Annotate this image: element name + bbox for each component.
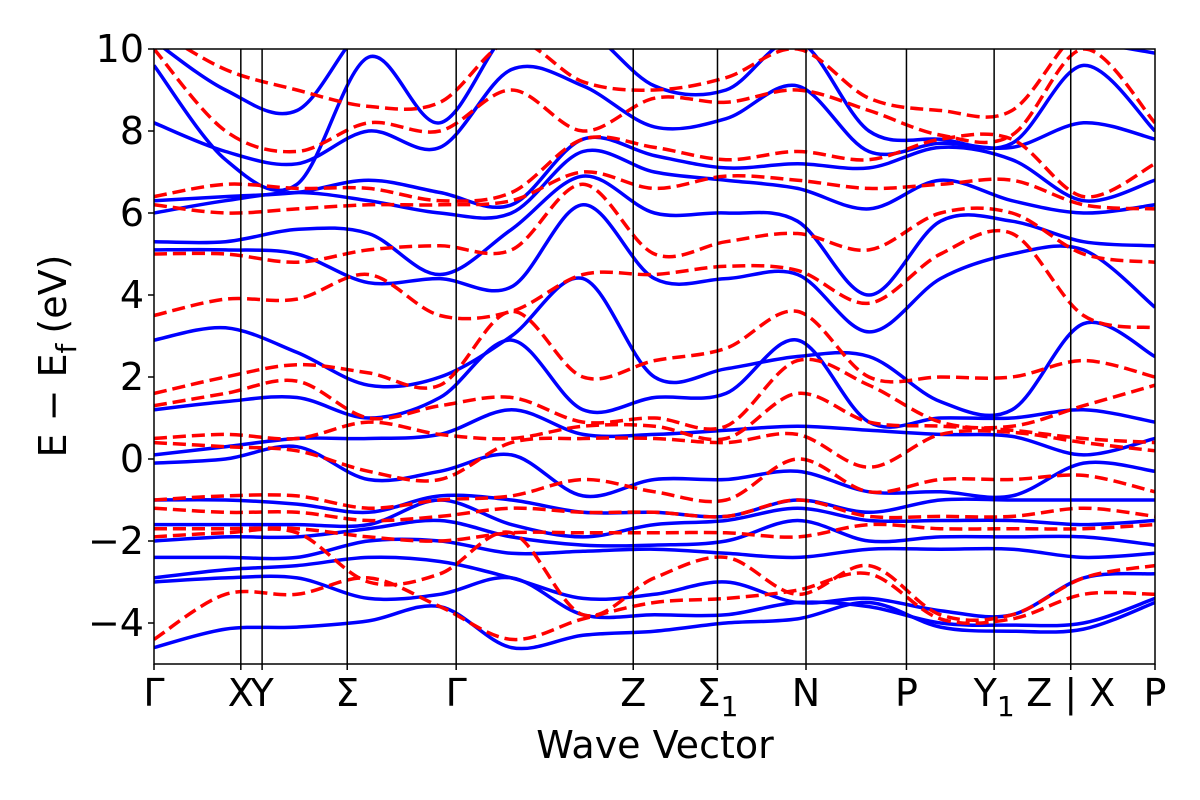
y-tick-label: −2 (88, 519, 144, 563)
solid-band-0 (154, 600, 1155, 651)
solid-band-4 (154, 518, 1155, 548)
dashed-band-2 (154, 522, 1155, 543)
dashed-band-3 (154, 498, 1155, 523)
dashed-band-7 (154, 357, 1155, 431)
y-tick-label: 10 (96, 27, 144, 71)
high-symmetry-lines (240, 49, 1072, 664)
solid-band-5 (154, 498, 1155, 539)
x-axis-title: Wave Vector (536, 723, 774, 767)
y-tick-label: 4 (120, 273, 144, 317)
solid-band-8 (154, 408, 1155, 457)
dashed-band-4 (154, 457, 1155, 510)
solid-band-9 (154, 338, 1155, 429)
x-axis-ticks: Γ XY Σ Γ Z Σ1 N P Y1 Z | X P (143, 664, 1166, 723)
dashed-band-10 (154, 182, 1155, 264)
plot-frame (153, 48, 1156, 665)
x-tick-label: Z (620, 671, 646, 715)
solid-band-11 (154, 203, 1155, 334)
x-tick-label: Y (249, 671, 274, 715)
y-tick-label: 8 (120, 109, 144, 153)
y-tick-label: −4 (88, 601, 144, 645)
y-axis-title: E − Ef (eV) (31, 255, 83, 458)
dashed-band-9 (154, 228, 1155, 330)
solid-band-7 (154, 444, 1155, 500)
x-tick-label: Y1 (973, 671, 1015, 723)
solid-band-2 (154, 555, 1155, 619)
y-axis-title-unit: (eV) (31, 255, 75, 334)
x-tick-label: Γ (143, 671, 164, 715)
x-tick-label: P (1144, 671, 1167, 715)
solid-band-16 (154, 49, 1155, 193)
y-tick-label: 0 (120, 437, 144, 481)
solid-band-17 (162, 49, 1155, 116)
y-tick-label: 6 (120, 191, 144, 235)
x-tick-label: Z | X (1026, 671, 1115, 716)
dashed-band-8 (154, 309, 1155, 396)
dashed-band-5 (154, 428, 1155, 483)
y-axis-title-main: E − E (31, 353, 75, 457)
dashed-band-12 (154, 132, 1155, 203)
solid-band-10 (154, 276, 1155, 418)
x-tick-label: Σ (335, 671, 359, 715)
solid-band-3 (154, 537, 1155, 561)
y-tick-label: 2 (120, 355, 144, 399)
x-tick-label: X (228, 671, 254, 715)
y-axis-title-sub: f (50, 342, 83, 353)
solid-band-13 (154, 148, 1155, 220)
x-tick-label: N (792, 671, 820, 715)
dashed-band-11 (154, 170, 1155, 215)
x-tick-label: Σ1 (697, 671, 739, 723)
x-tick-label: P (895, 671, 918, 715)
dashed-band-0 (154, 571, 1155, 642)
y-axis-ticks: −4 −2 0 2 4 6 8 10 (88, 27, 154, 645)
solid-band-12 (154, 174, 1155, 297)
dashed-band-1 (154, 527, 1155, 622)
band-lines (154, 49, 1155, 651)
solid-band-1 (154, 574, 1155, 628)
dashed-band-13 (154, 49, 1155, 154)
x-tick-label: Γ (446, 671, 467, 715)
dashed-band-14 (184, 49, 1065, 119)
